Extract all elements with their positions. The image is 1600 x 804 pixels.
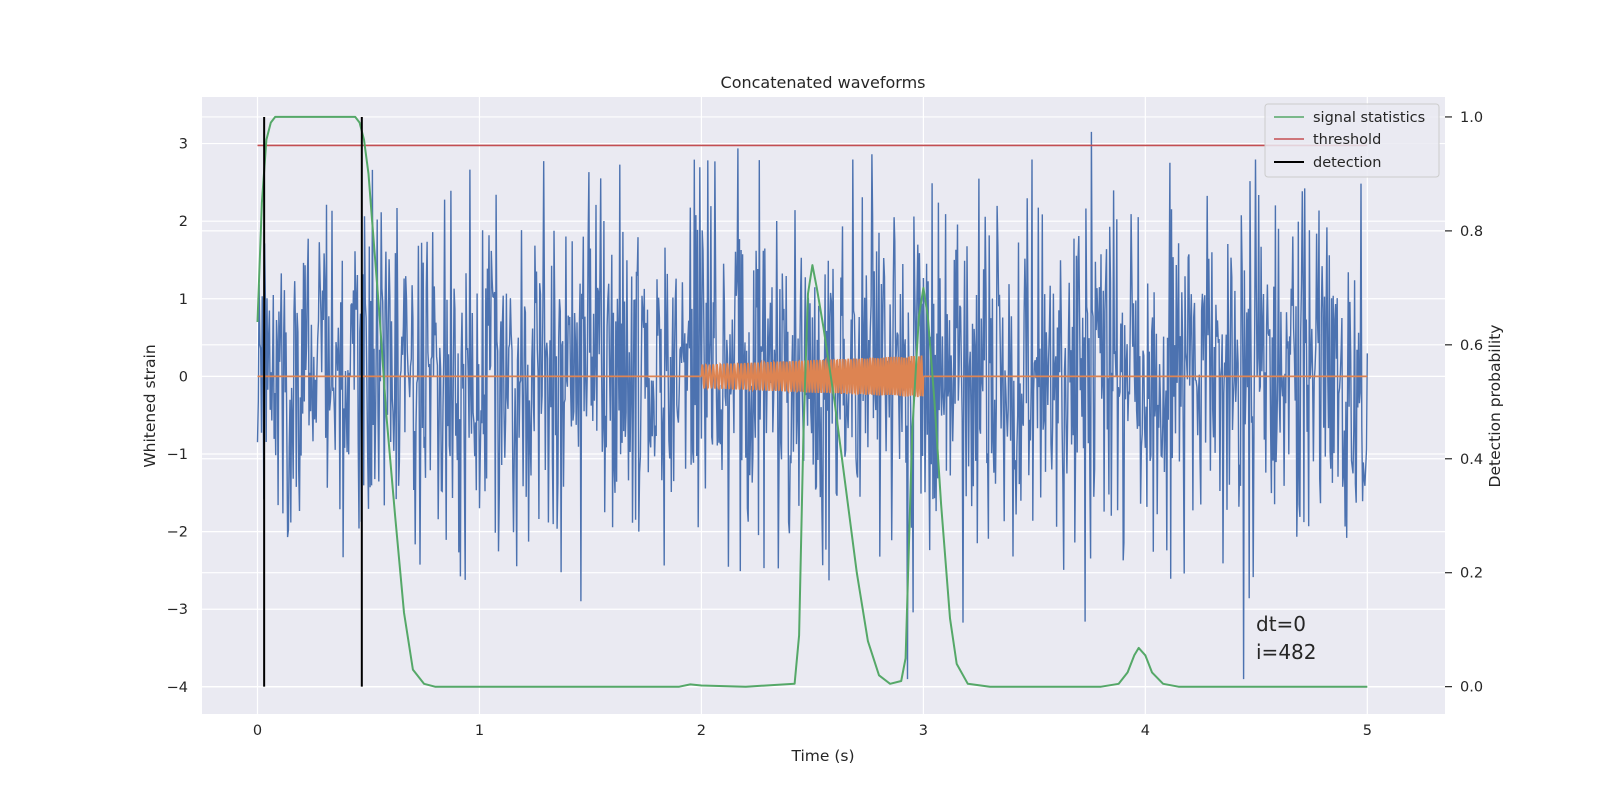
legend-label-detection: detection <box>1313 155 1381 171</box>
legend-label-signal-statistics: signal statistics <box>1313 110 1425 126</box>
template-series-line <box>257 355 1368 398</box>
y2-axis-label: Detection probability <box>1486 325 1504 488</box>
x-tick-label: 5 <box>1363 723 1372 739</box>
axes: 0 1 2 3 4 5 −4 −3 −2 −1 0 1 2 3 0.0 0.2 0.4 0.6 0.8 1.0 <box>167 110 1483 739</box>
y2-tick-label: 0.0 <box>1460 680 1483 696</box>
y2-tick-label: 1.0 <box>1460 110 1483 126</box>
x-tick-label: 1 <box>475 723 484 739</box>
x-tick-label: 0 <box>253 723 262 739</box>
y-tick-label: 3 <box>179 137 188 153</box>
y-axis-label: Whitened strain <box>141 344 159 467</box>
x-tick-label: 4 <box>1141 723 1150 739</box>
series-layer <box>256 115 1368 688</box>
y2-tick-label: 0.2 <box>1460 566 1483 582</box>
y-tick-label: 0 <box>179 369 188 385</box>
x-axis-label: Time (s) <box>790 747 854 765</box>
y2-tick-label: 0.6 <box>1460 338 1483 354</box>
strain-series-line <box>256 131 1368 680</box>
x-tick-label: 3 <box>919 723 928 739</box>
signal-statistics-line <box>256 115 1368 688</box>
annotation-dt: dt=0 <box>1256 612 1306 636</box>
y-tick-label: −2 <box>167 525 188 541</box>
legend-box <box>1264 103 1440 178</box>
y-tick-label: 2 <box>179 214 188 230</box>
y-tick-label: −4 <box>167 680 188 696</box>
x-tick-label: 2 <box>697 723 706 739</box>
y2-tick-label: 0.8 <box>1460 224 1483 240</box>
y2-tick-label: 0.4 <box>1460 452 1483 468</box>
y-tick-label: 1 <box>179 292 188 308</box>
annotation-i: i=482 <box>1256 640 1317 664</box>
legend-label-threshold: threshold <box>1313 132 1381 148</box>
y-tick-label: −3 <box>167 602 188 618</box>
chart-title: Concatenated waveforms <box>721 73 926 92</box>
legend: signal statistics threshold detection <box>1264 103 1440 178</box>
y-tick-label: −1 <box>167 447 188 463</box>
